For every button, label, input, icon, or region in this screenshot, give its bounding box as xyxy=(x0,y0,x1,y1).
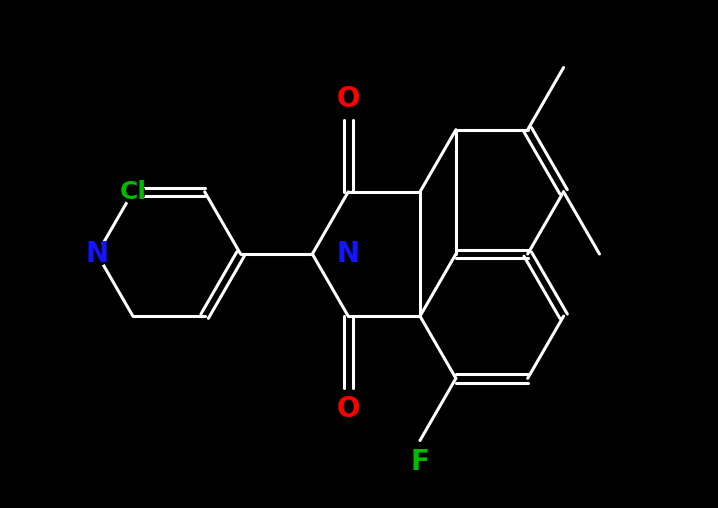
Text: O: O xyxy=(337,84,360,113)
Text: F: F xyxy=(411,448,429,476)
Text: O: O xyxy=(337,395,360,424)
Text: N: N xyxy=(85,240,108,268)
Text: Cl: Cl xyxy=(119,180,146,204)
Text: N: N xyxy=(337,240,360,268)
